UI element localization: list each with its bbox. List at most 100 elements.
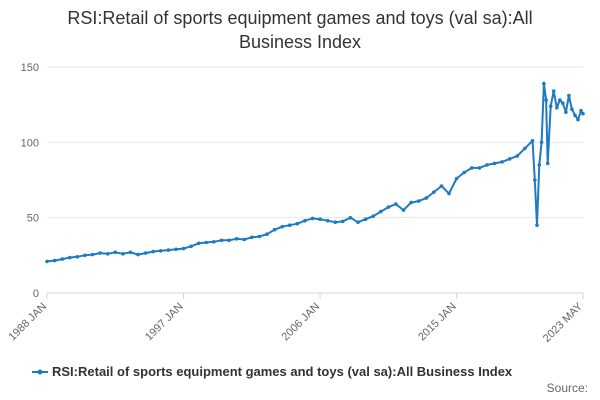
data-point (439, 184, 444, 188)
data-point (567, 93, 571, 98)
data-point (523, 146, 527, 151)
data-point (318, 217, 322, 221)
data-point (325, 218, 330, 223)
data-point (561, 101, 565, 105)
data-point (143, 251, 148, 255)
x-tick-label: 2015 JAN (416, 301, 459, 344)
data-point (113, 250, 118, 255)
data-point (204, 240, 209, 245)
data-point (394, 202, 398, 206)
data-point (219, 238, 224, 243)
data-point (356, 220, 360, 224)
data-point (272, 227, 277, 232)
data-point (90, 252, 95, 257)
data-point (548, 104, 553, 108)
legend-line-icon (32, 369, 48, 374)
data-point (551, 89, 556, 93)
data-point (45, 259, 49, 264)
data-point (227, 238, 231, 243)
data-point (333, 220, 338, 224)
data-point (242, 237, 246, 242)
data-point (257, 234, 262, 239)
data-point (159, 249, 163, 253)
data-point (515, 154, 520, 158)
data-point (576, 117, 580, 122)
data-point (68, 255, 72, 260)
data-point (196, 241, 201, 246)
data-point (537, 163, 542, 167)
data-point (166, 248, 171, 252)
data-point (462, 170, 467, 175)
data-point (485, 163, 489, 167)
x-tick-label: 1997 JAN (143, 301, 186, 344)
chart-title: RSI:Retail of sports equipment games and… (67, 8, 533, 52)
data-point (212, 240, 216, 244)
data-point (416, 199, 421, 203)
x-tick-label: 2023 MAY (541, 300, 586, 345)
data-point (573, 113, 577, 117)
data-point (386, 205, 391, 209)
legend[interactable]: RSI:Retail of sports equipment games and… (32, 364, 512, 379)
data-point (401, 208, 406, 212)
y-tick-label: 150 (21, 62, 39, 74)
data-point (280, 224, 285, 229)
data-point (348, 215, 353, 220)
data-point (558, 98, 562, 102)
data-point (303, 218, 307, 223)
y-tick-label: 0 (33, 288, 39, 300)
data-point (530, 139, 535, 143)
data-point (447, 191, 451, 196)
data-point (128, 250, 133, 255)
data-point (234, 237, 239, 241)
data-point (544, 98, 548, 102)
axes (46, 292, 584, 299)
data-point (98, 251, 102, 255)
series-line (46, 82, 584, 263)
x-tick-labels: 1988 JAN 1997 JAN 2006 JAN 2015 JAN 2023 MAY (6, 300, 585, 345)
y-tick-label: 100 (21, 137, 39, 149)
data-point (341, 219, 345, 224)
data-point (542, 81, 546, 86)
data-point (564, 110, 568, 114)
gridlines (47, 66, 583, 219)
data-point (535, 223, 539, 227)
data-point (492, 161, 497, 166)
legend-label: RSI:Retail of sports equipment games and… (52, 364, 513, 379)
data-point (581, 111, 585, 116)
x-tick-label: 1988 JAN (6, 301, 49, 344)
y-tick-labels: 0 50 100 150 (21, 62, 39, 300)
data-point (555, 105, 559, 110)
data-point (579, 108, 583, 113)
data-series (45, 81, 585, 264)
data-point (470, 166, 474, 170)
source-label: Source: (546, 381, 588, 395)
data-point (310, 216, 315, 221)
data-point (500, 160, 504, 164)
data-point (121, 252, 125, 256)
data-point (432, 190, 436, 194)
data-point (409, 200, 413, 205)
data-point (174, 247, 178, 252)
data-point (539, 140, 544, 145)
data-point (136, 252, 140, 257)
y-tick-label: 50 (27, 213, 39, 225)
data-point (379, 209, 383, 214)
data-point (151, 249, 155, 254)
data-point (371, 214, 376, 218)
data-point (189, 244, 193, 249)
data-point (265, 232, 269, 236)
data-point (181, 246, 186, 251)
data-point (250, 235, 254, 240)
data-point (105, 252, 110, 256)
x-tick-label: 2006 JAN (280, 301, 323, 344)
data-point (287, 223, 292, 227)
data-point (507, 157, 512, 161)
data-point (477, 166, 482, 170)
data-point (454, 176, 459, 181)
data-point (545, 161, 550, 166)
data-point (533, 178, 537, 182)
data-point (75, 254, 80, 259)
data-point (52, 258, 57, 263)
data-point (60, 257, 64, 261)
